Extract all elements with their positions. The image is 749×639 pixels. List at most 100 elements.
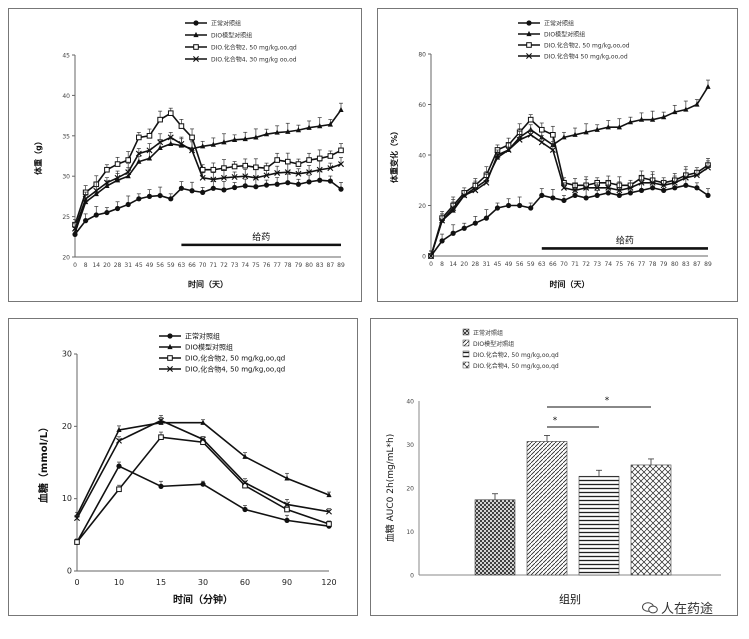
data-point: [561, 134, 567, 140]
data-point: [199, 174, 206, 181]
data-point: [450, 207, 456, 213]
legend-entry: DIO.化合物2, 50 mg/kg,oo,qd: [473, 351, 559, 359]
x-axis-title: 时间（天）: [188, 279, 228, 289]
data-point: [572, 187, 579, 194]
data-point: [461, 225, 467, 231]
data-point: [472, 187, 479, 194]
x-tick-label: 72: [220, 262, 228, 269]
y-tick-label: 0: [422, 254, 426, 261]
y-tick-label: 60: [418, 102, 426, 109]
data-point: [157, 139, 164, 146]
x-tick-label: 78: [649, 261, 657, 268]
data-point: [220, 174, 227, 181]
legend-entry: 正常对照组: [185, 332, 220, 341]
data-point: [694, 185, 700, 191]
wechat-icon: [641, 601, 658, 614]
data-point: [200, 143, 206, 149]
data-point: [472, 220, 478, 226]
x-tick-label: 72: [582, 261, 590, 268]
data-point: [528, 126, 534, 132]
data-point: [263, 165, 270, 171]
chart-blood-glucose: 0 10 20 30 0 10 15 30 60 90 120 时间（分钟） 血糖（mmol/L） 正常对…: [8, 318, 358, 616]
data-point: [284, 501, 290, 508]
data-point: [274, 169, 281, 176]
x-tick-label: 89: [337, 262, 345, 269]
x-tick-label: 20: [460, 261, 468, 268]
x-tick-label: 8: [440, 261, 444, 268]
legend-swatch: [462, 339, 470, 347]
data-point: [285, 128, 291, 134]
x-tick-label: 73: [231, 262, 239, 269]
x-tick-label: 66: [188, 262, 196, 269]
data-point: [605, 184, 612, 191]
chart-auc-svg: 0 10 20 30 40 正常对照组 DIO模型对照组 DIO.化合物2, 50 mg/kg…: [384, 328, 721, 606]
data-point: [583, 195, 589, 201]
data-point: [705, 164, 711, 171]
data-point: [295, 170, 302, 177]
data-point: [583, 184, 590, 191]
legend-entry: 正常对照组: [544, 20, 574, 28]
data-point: [93, 187, 100, 194]
data-point: [327, 121, 333, 127]
x-tick-label: 56: [156, 262, 164, 269]
data-point: [274, 129, 280, 135]
data-point: [306, 124, 312, 130]
data-point: [210, 176, 217, 183]
legend-entry: 正常对照组: [211, 20, 241, 28]
data-point: [221, 139, 227, 145]
legend-swatch: [462, 361, 470, 369]
data-point: [326, 521, 332, 527]
data-point: [661, 114, 667, 120]
data-point: [200, 189, 206, 195]
data-point: [146, 193, 153, 199]
chart-weight-change: 0 20 40 60 80 0 8 14 20 28 31 45 49 56 59 63 66 70 71 72 73 7…: [377, 8, 738, 302]
data-point: [284, 517, 290, 523]
data-point: [661, 187, 667, 193]
legend-marker: [167, 355, 173, 361]
data-point: [316, 155, 323, 162]
x-tick-label: 89: [704, 261, 712, 268]
series-line: [76, 465, 330, 543]
data-point: [450, 205, 457, 212]
data-point: [103, 179, 110, 186]
series-line: [74, 179, 342, 235]
data-point: [93, 190, 99, 197]
data-point: [231, 174, 238, 180]
data-point: [660, 182, 667, 189]
bar: [474, 499, 516, 576]
y-tick-label: 30: [62, 350, 72, 359]
data-point: [83, 218, 89, 224]
data-point: [114, 177, 121, 183]
x-tick-label: 0: [73, 262, 77, 269]
legend-marker: [526, 53, 532, 59]
chart-body-weight: 20 25 30 35 40 45 0 8 14 20 28 31 45 49 56 59 63 66 70 71 72…: [8, 8, 362, 302]
legend-marker: [193, 44, 199, 50]
legend-marker: [167, 343, 173, 350]
data-point: [284, 169, 291, 176]
x-tick-label: 90: [282, 578, 292, 587]
legend-entry: DIO模型对照组: [473, 340, 514, 348]
data-point: [549, 146, 556, 153]
data-point: [253, 164, 259, 171]
data-point: [285, 158, 291, 165]
legend-entry: DIO.化合物2, 50 mg/kg,oo,od: [544, 42, 630, 50]
data-point: [157, 116, 163, 123]
x-tick-label: 15: [156, 578, 166, 587]
y-tick-label: 80: [418, 52, 426, 59]
data-point: [242, 173, 249, 180]
data-point: [683, 182, 689, 188]
x-tick-label: 8: [84, 262, 88, 269]
data-point: [263, 172, 270, 179]
data-point: [694, 101, 700, 107]
y-axis-title: 血糖（mmol/L）: [37, 422, 50, 503]
x-tick-label: 120: [321, 578, 336, 587]
data-point: [693, 172, 700, 179]
data-point: [210, 141, 216, 147]
data-point: [136, 134, 142, 141]
data-point: [178, 123, 185, 129]
data-point: [116, 437, 122, 444]
data-point: [627, 190, 634, 196]
data-point: [157, 144, 163, 151]
data-point: [74, 515, 80, 522]
